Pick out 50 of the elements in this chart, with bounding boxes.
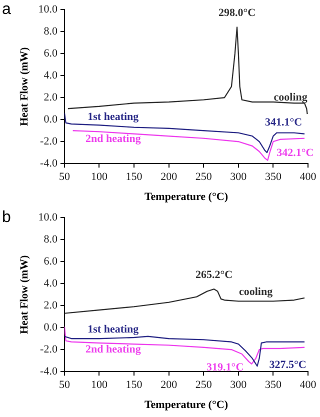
series-label: 1st heating xyxy=(88,111,140,124)
y-axis-title: Heat Flow (mW) xyxy=(18,46,30,126)
y-tick-label: 10.0 xyxy=(38,3,58,16)
y-tick-label: 10.0 xyxy=(38,211,58,224)
x-tick-label: 200 xyxy=(160,379,178,392)
y-tick-label: 8.0 xyxy=(44,25,58,38)
y-tick-label: -2.0 xyxy=(40,343,58,356)
y-tick-label: -2.0 xyxy=(40,135,58,148)
x-tick-label: 150 xyxy=(126,379,143,392)
x-tick-label: 50 xyxy=(58,171,70,184)
y-tick-label: 2.0 xyxy=(44,91,58,104)
x-tick-label: 300 xyxy=(230,379,248,392)
x-tick-label: 400 xyxy=(300,379,317,392)
annotation: 265.2°C xyxy=(196,268,233,281)
y-axis-title: Heat Flow (mW) xyxy=(18,254,30,334)
y-tick-label: 2.0 xyxy=(44,299,58,312)
x-axis-title: Temperature (°C) xyxy=(144,399,228,412)
y-tick-label: 0.0 xyxy=(44,321,58,334)
x-tick-label: 250 xyxy=(195,379,212,392)
y-tick-label: 4.0 xyxy=(44,277,58,290)
x-tick-label: 250 xyxy=(195,171,212,184)
x-tick-label: 50 xyxy=(58,379,70,392)
annotation: 342.1°C xyxy=(276,147,314,160)
x-tick-label: 350 xyxy=(264,379,282,392)
y-tick-label: -4.0 xyxy=(40,157,58,170)
text: a xyxy=(2,1,11,18)
x-tick-label: 300 xyxy=(230,171,248,184)
x-tick-label: 200 xyxy=(160,171,178,184)
x-tick-label: 400 xyxy=(300,171,317,184)
annotation: 319.1°C xyxy=(206,362,244,374)
series-label: 1st heating xyxy=(88,324,140,336)
y-tick-label: 6.0 xyxy=(44,255,58,268)
y-tick-label: 4.0 xyxy=(44,69,58,82)
y-tick-label: 0.0 xyxy=(44,113,58,126)
y-tick-label: 6.0 xyxy=(44,47,58,60)
x-tick-label: 150 xyxy=(126,171,143,184)
text: b xyxy=(2,209,11,226)
x-tick-label: 350 xyxy=(264,171,282,184)
annotation: 298.0°C xyxy=(218,7,256,20)
series-label: 2nd heating xyxy=(85,343,142,356)
y-tick-label: -4.0 xyxy=(40,365,58,378)
y-tick-label: 8.0 xyxy=(44,233,58,246)
x-tick-label: 100 xyxy=(90,171,108,184)
series-label: 2nd heating xyxy=(85,133,142,146)
annotation: 327.5°C xyxy=(269,358,306,371)
series-label: cooling xyxy=(239,286,274,298)
x-axis-title: Temperature (°C) xyxy=(144,191,228,204)
x-tick-label: 100 xyxy=(90,379,108,392)
series-label: cooling xyxy=(274,91,308,104)
annotation: 341.1°C xyxy=(264,116,302,128)
